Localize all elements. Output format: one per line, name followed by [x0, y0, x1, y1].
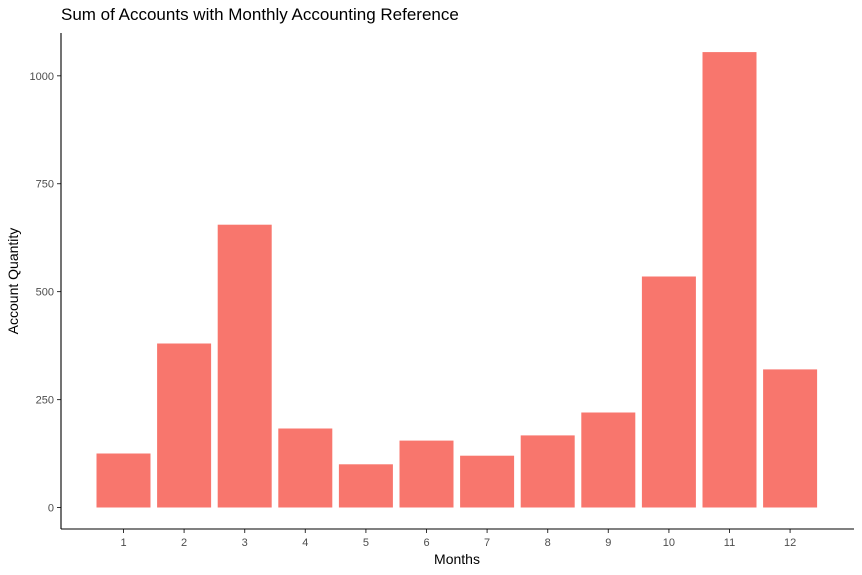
x-tick-label: 3 — [242, 537, 248, 549]
bar-month-2 — [157, 343, 212, 508]
bar-month-1 — [96, 453, 151, 508]
y-axis-title: Account Quantity — [5, 228, 21, 335]
y-axis-ticks: 0 250 500 750 1000 — [30, 71, 61, 515]
x-tick-label: 4 — [302, 537, 308, 549]
y-tick-label: 1000 — [30, 71, 54, 83]
bar-month-11 — [702, 52, 757, 508]
bar-month-10 — [641, 276, 696, 508]
x-tick-label: 1 — [120, 537, 126, 549]
bar-month-4 — [278, 428, 333, 508]
bar-month-3 — [217, 224, 272, 508]
x-axis-title: Months — [434, 551, 480, 567]
bar-month-12 — [763, 369, 818, 508]
y-tick-label: 750 — [36, 179, 54, 191]
bar-month-7 — [460, 455, 515, 508]
bar-month-5 — [338, 464, 393, 508]
x-tick-label: 9 — [605, 537, 611, 549]
x-tick-label: 12 — [784, 537, 796, 549]
y-tick-label: 250 — [36, 395, 54, 407]
x-tick-label: 10 — [663, 537, 675, 549]
x-tick-label: 6 — [423, 537, 429, 549]
bar-month-9 — [581, 412, 636, 508]
x-tick-label: 2 — [181, 537, 187, 549]
x-tick-label: 7 — [484, 537, 490, 549]
x-axis-ticks: 1 2 3 4 5 6 7 8 9 10 11 12 — [120, 529, 796, 549]
chart-title: Sum of Accounts with Monthly Accounting … — [61, 5, 459, 24]
y-tick-label: 500 — [36, 287, 54, 299]
bars-group — [96, 52, 818, 508]
y-tick-label: 0 — [48, 503, 54, 515]
x-tick-label: 5 — [363, 537, 369, 549]
bar-month-8 — [520, 435, 575, 508]
x-tick-label: 11 — [724, 537, 735, 549]
x-tick-label: 8 — [545, 537, 551, 549]
bar-month-6 — [399, 440, 454, 508]
